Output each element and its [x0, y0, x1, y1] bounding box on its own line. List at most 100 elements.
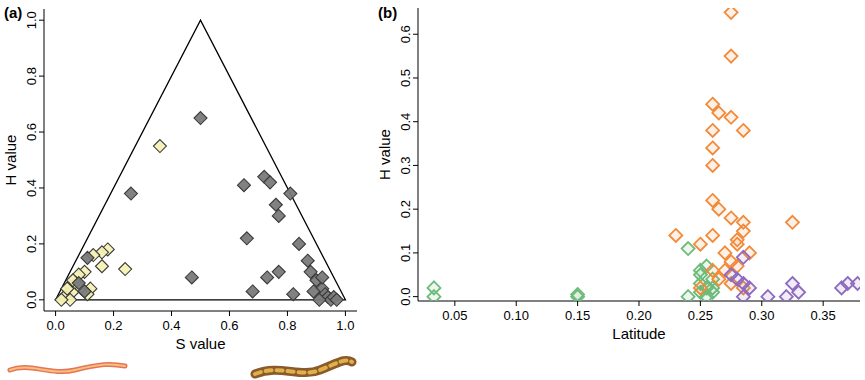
- point: [427, 290, 440, 301]
- x-tick: [454, 301, 455, 306]
- y-axis: [44, 9, 45, 311]
- point: [316, 271, 329, 284]
- point: [780, 290, 793, 301]
- point: [694, 281, 707, 294]
- point: [284, 187, 297, 200]
- x-tick: [761, 301, 762, 306]
- y-tick: [413, 121, 418, 122]
- x-tick-label: 0.8: [278, 318, 296, 333]
- point: [761, 290, 774, 301]
- point: [682, 290, 695, 301]
- y-axis: [418, 8, 419, 301]
- x-tick: [171, 311, 172, 316]
- y-tick-label: 0.6: [398, 25, 413, 43]
- point: [743, 281, 756, 294]
- x-axis: [44, 311, 357, 312]
- x-tick-label: 0.2: [105, 318, 123, 333]
- triangle: [56, 20, 346, 300]
- point: [737, 124, 750, 137]
- point: [706, 159, 719, 172]
- y-tick: [39, 76, 44, 77]
- point: [792, 286, 805, 299]
- point: [119, 263, 132, 276]
- point: [706, 124, 719, 137]
- y-tick-label: 0.5: [398, 69, 413, 87]
- x-tick-label: 0.25: [688, 308, 713, 323]
- x-tick: [55, 311, 56, 316]
- point: [124, 187, 137, 200]
- x-tick-label: 0.10: [504, 308, 529, 323]
- y-tick: [39, 187, 44, 188]
- point: [81, 251, 94, 264]
- point: [246, 285, 259, 298]
- point: [237, 179, 250, 192]
- figure: 0.00.20.40.60.81.00.00.20.40.60.81.0S va…: [0, 0, 865, 380]
- panel-label: (a): [4, 4, 22, 21]
- point: [706, 141, 719, 154]
- x-tick: [639, 301, 640, 306]
- point: [307, 285, 320, 298]
- y-tick-label: 0.0: [398, 288, 413, 306]
- point: [72, 277, 85, 290]
- snake-icon: [10, 364, 125, 371]
- point: [61, 282, 74, 295]
- point: [725, 211, 738, 224]
- x-tick: [113, 311, 114, 316]
- x-tick: [345, 311, 346, 316]
- x-tick-label: 0.35: [811, 308, 836, 323]
- y-tick-label: 0.0: [24, 291, 39, 309]
- point: [301, 254, 314, 267]
- y-tick: [413, 34, 418, 35]
- x-tick: [823, 301, 824, 306]
- y-tick: [39, 20, 44, 21]
- y-tick-label: 0.8: [24, 67, 39, 85]
- snake-icon: [255, 360, 352, 374]
- x-tick-label: 0.4: [162, 318, 180, 333]
- y-tick-label: 0.6: [24, 123, 39, 141]
- point: [725, 268, 738, 281]
- y-tick-label: 0.3: [398, 156, 413, 174]
- point: [287, 288, 300, 301]
- point: [737, 251, 750, 264]
- x-tick-label: 0.20: [626, 308, 651, 323]
- point: [694, 238, 707, 251]
- point: [725, 111, 738, 124]
- x-tick-label: 1.0: [336, 318, 354, 333]
- y-tick: [39, 132, 44, 133]
- x-tick-label: 0.05: [442, 308, 467, 323]
- y-tick: [413, 296, 418, 297]
- y-tick-label: 0.1: [398, 244, 413, 262]
- point: [682, 242, 695, 255]
- x-tick: [700, 301, 701, 306]
- x-tick: [516, 301, 517, 306]
- panel: 0.00.20.40.60.81.00.00.20.40.60.81.0S va…: [2, 4, 357, 374]
- x-tick-label: 0.6: [220, 318, 238, 333]
- point: [786, 216, 799, 229]
- x-tick-label: 0.15: [565, 308, 590, 323]
- x-tick: [287, 311, 288, 316]
- x-tick: [229, 311, 230, 316]
- panel-label: (b): [378, 4, 397, 21]
- point: [264, 176, 277, 189]
- point: [194, 112, 207, 125]
- x-tick: [577, 301, 578, 306]
- y-tick-label: 0.2: [24, 235, 39, 253]
- point: [153, 140, 166, 153]
- x-axis-label: Latitude: [612, 325, 665, 342]
- y-tick-label: 1.0: [24, 11, 39, 29]
- x-tick-label: 0.0: [47, 318, 65, 333]
- point: [95, 260, 108, 273]
- point: [669, 229, 682, 242]
- point: [293, 237, 306, 250]
- point: [272, 209, 285, 222]
- y-tick-label: 0.4: [24, 179, 39, 197]
- y-tick: [39, 243, 44, 244]
- y-tick-label: 0.2: [398, 200, 413, 218]
- y-tick-label: 0.4: [398, 113, 413, 131]
- panel: 0.050.100.150.200.250.300.350.00.10.20.3…: [376, 4, 864, 342]
- y-tick: [413, 209, 418, 210]
- point: [706, 229, 719, 242]
- plot-area: [55, 20, 346, 306]
- point: [55, 293, 68, 306]
- point: [240, 232, 253, 245]
